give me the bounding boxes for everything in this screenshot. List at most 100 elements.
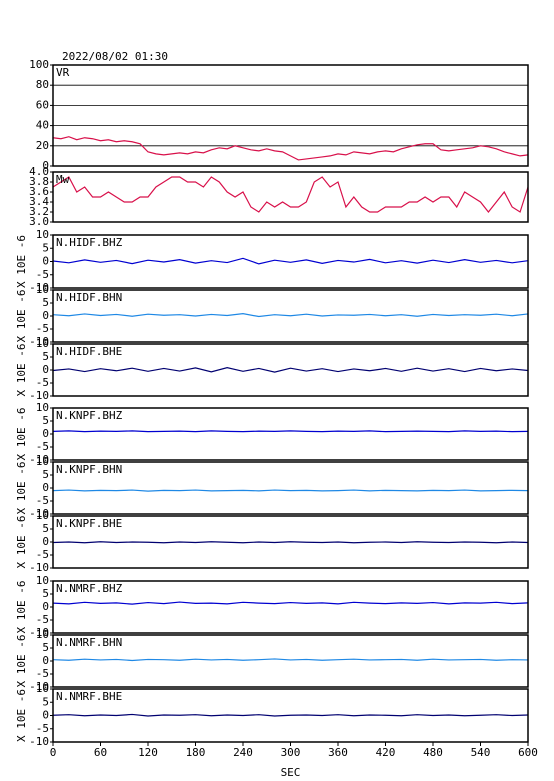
y-tick-label: 10 <box>36 509 49 522</box>
y-tick-label: 5 <box>42 296 49 309</box>
y-axis-label: X 10E -6 <box>15 581 28 634</box>
x-tick-label: 0 <box>50 746 57 759</box>
panel-frame <box>52 289 529 343</box>
x-tick-label: 120 <box>138 746 158 759</box>
y-tick-label: 100 <box>29 58 49 71</box>
y-tick-label: -5 <box>36 667 49 680</box>
panel-frame <box>52 234 529 289</box>
y-tick-label: -5 <box>36 440 49 453</box>
y-axis-label: X 10E -6 <box>15 408 28 461</box>
y-tick-label: 3.6 <box>29 185 49 198</box>
y-tick-label: 0 <box>42 309 49 322</box>
data-line <box>52 489 529 492</box>
y-tick-label: 20 <box>36 139 49 152</box>
data-line <box>52 658 529 662</box>
y-tick-label: 5 <box>42 414 49 427</box>
y-tick-label: -5 <box>36 613 49 626</box>
y-tick-label: -10 <box>29 680 49 693</box>
data-line <box>52 367 529 373</box>
series-label: N.HIDF.BHE <box>56 345 122 358</box>
y-tick-label: -5 <box>36 722 49 735</box>
y-axis-label: X 10E -6 <box>15 344 28 397</box>
y-tick-label: 3.2 <box>29 205 49 218</box>
y-axis-label: X 10E -6 <box>15 290 28 343</box>
data-line <box>52 257 529 265</box>
panel-frame <box>52 171 529 223</box>
y-tick-label: 5 <box>42 695 49 708</box>
y-tick-label: 10 <box>36 401 49 414</box>
y-tick-label: 10 <box>36 574 49 587</box>
y-tick-label: -5 <box>36 376 49 389</box>
data-line <box>52 430 529 433</box>
y-tick-label: 3.4 <box>29 195 49 208</box>
y-tick-label: -10 <box>29 626 49 639</box>
series-label: N.NMRF.BHE <box>56 690 122 703</box>
y-tick-label: 10 <box>36 682 49 695</box>
y-tick-label: -10 <box>29 281 49 294</box>
x-tick-label: 60 <box>94 746 107 759</box>
y-tick-label: 10 <box>36 628 49 641</box>
x-tick-label: 180 <box>186 746 206 759</box>
y-tick-label: -10 <box>29 453 49 466</box>
y-tick-label: 0 <box>42 481 49 494</box>
data-line <box>52 313 529 318</box>
x-tick-label: 540 <box>471 746 491 759</box>
x-tick-label: 360 <box>328 746 348 759</box>
x-tick-label: 600 <box>518 746 538 759</box>
y-tick-label: 10 <box>36 337 49 350</box>
y-tick-label: 0 <box>42 255 49 268</box>
x-tick-label: 420 <box>376 746 396 759</box>
series-label: N.HIDF.BHN <box>56 291 122 304</box>
data-line <box>52 601 529 605</box>
y-tick-label: 5 <box>42 241 49 254</box>
series-label: Mw <box>56 173 70 186</box>
y-tick-label: 4.0 <box>29 165 49 178</box>
y-tick-label: 5 <box>42 641 49 654</box>
panel-frame <box>52 515 529 569</box>
y-tick-label: 60 <box>36 98 49 111</box>
y-axis-label: X 10E -6 <box>15 462 28 515</box>
series-label: N.KNPF.BHZ <box>56 409 123 422</box>
panel-frame <box>52 407 529 461</box>
data-line <box>52 176 529 213</box>
x-tick-label: 300 <box>281 746 301 759</box>
y-tick-label: 0 <box>42 427 49 440</box>
y-tick-label: -5 <box>36 322 49 335</box>
y-tick-label: 40 <box>36 119 49 132</box>
panel-frame <box>52 64 529 167</box>
y-tick-label: -10 <box>29 735 49 748</box>
y-tick-label: 0 <box>42 159 49 172</box>
x-axis-label: SEC <box>281 766 301 779</box>
panel-frame <box>52 461 529 515</box>
y-tick-label: 10 <box>36 228 49 241</box>
y-tick-label: -5 <box>36 268 49 281</box>
panel-frame <box>52 634 529 688</box>
series-label: N.NMRF.BHN <box>56 636 122 649</box>
panel-frame <box>52 343 529 397</box>
y-tick-label: 5 <box>42 350 49 363</box>
y-tick-label: 0 <box>42 363 49 376</box>
y-tick-label: 3.0 <box>29 215 49 228</box>
x-tick-label: 480 <box>423 746 443 759</box>
y-tick-label: 0 <box>42 535 49 548</box>
chart-title: 2022/08/02 01:30 <box>62 50 168 63</box>
y-tick-label: -10 <box>29 389 49 402</box>
data-line <box>52 713 529 717</box>
y-tick-label: 0 <box>42 600 49 613</box>
x-tick-label: 240 <box>233 746 253 759</box>
y-axis-label: X 10E -6 <box>15 635 28 688</box>
y-tick-label: 5 <box>42 587 49 600</box>
y-tick-label: 3.8 <box>29 175 49 188</box>
y-axis-label: X 10E -6 <box>15 689 28 742</box>
y-tick-label: -5 <box>36 548 49 561</box>
y-tick-label: 5 <box>42 522 49 535</box>
data-line <box>52 541 529 544</box>
series-label: N.KNPF.BHE <box>56 517 122 530</box>
y-tick-label: 80 <box>36 78 49 91</box>
series-label: N.KNPF.BHN <box>56 463 122 476</box>
y-tick-label: 5 <box>42 468 49 481</box>
panel-frame <box>52 580 529 634</box>
y-tick-label: -10 <box>29 561 49 574</box>
series-label: N.HIDF.BHZ <box>56 236 123 249</box>
